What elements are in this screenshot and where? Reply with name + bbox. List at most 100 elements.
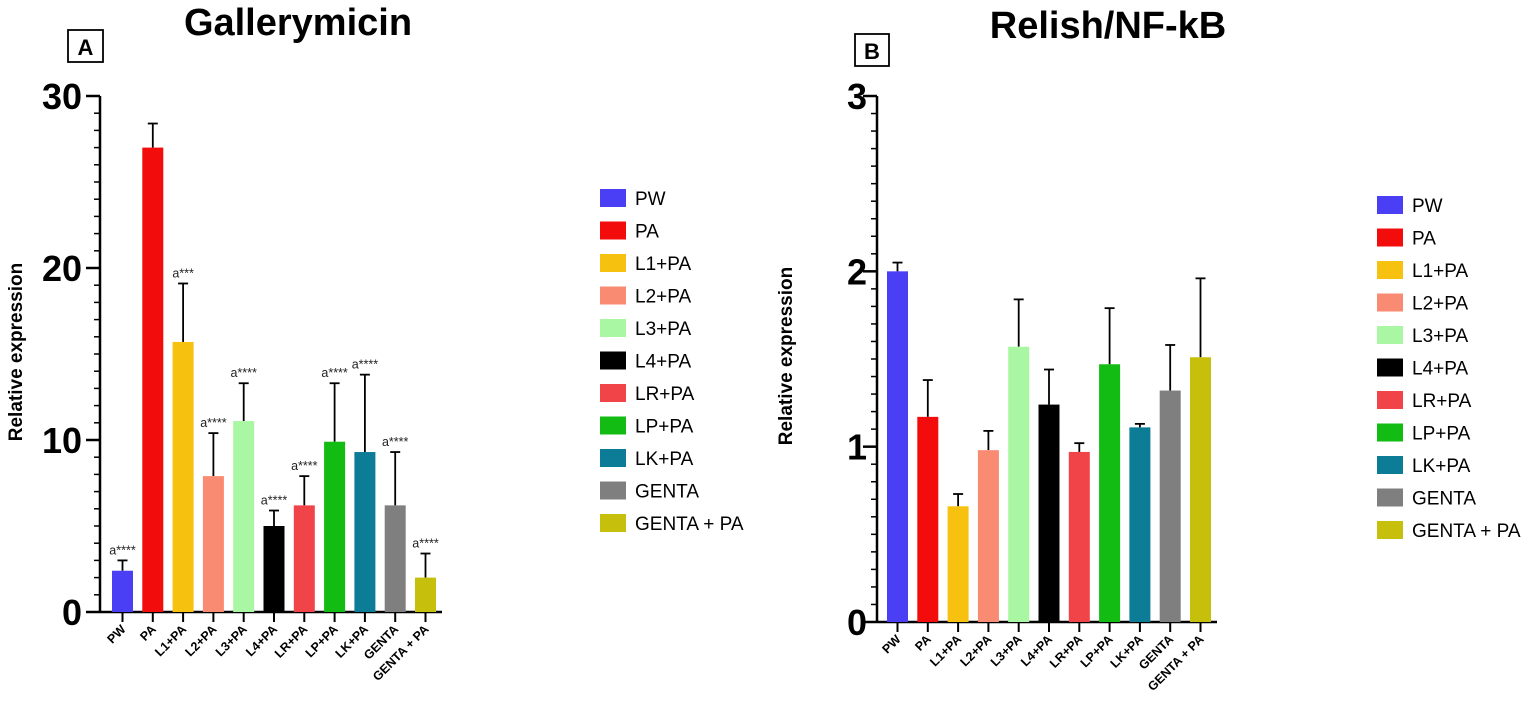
legend-swatch — [600, 514, 626, 532]
legend-swatch — [1377, 456, 1403, 474]
bar-lp-pa — [324, 441, 346, 612]
bar-l1-pa — [947, 506, 969, 622]
bar-genta — [1159, 390, 1181, 622]
x-tick-label: LR+PA — [272, 622, 310, 660]
x-tick-label: L3+PA — [213, 622, 250, 659]
x-tick-label: PW — [879, 632, 903, 656]
panel-b: B Relish/NF-kB Relative expression 0 1 2 3 P… — [776, 5, 1521, 694]
x-tick-label: L1+PA — [152, 622, 189, 659]
panel-a-title: Gallerymicin — [184, 2, 412, 44]
legend-swatch — [1377, 423, 1403, 442]
bar-l4-pa — [1038, 404, 1060, 622]
x-tick-label: LR+PA — [1047, 632, 1085, 670]
bar-lk-pa — [354, 452, 376, 612]
legend-swatch — [600, 449, 626, 467]
x-tick-label: PA — [137, 622, 159, 644]
bar-l4-pa — [263, 526, 285, 612]
legend-label: LK+PA — [1412, 456, 1471, 477]
significance-label: a**** — [109, 543, 136, 557]
legend-label: PA — [635, 222, 659, 243]
legend-swatch — [600, 319, 626, 337]
y-tick-label: 2 — [847, 251, 867, 292]
legend-label: L4+PA — [1412, 359, 1468, 380]
panel-b-legend: PW PA L1+PA L2+PA L3+PA L4+PA LR+PA LP+PA LK+PA G… — [1377, 196, 1521, 542]
y-tick-label: 0 — [62, 592, 82, 633]
legend-label: L3+PA — [1412, 326, 1468, 347]
legend-label: GENTA — [635, 482, 699, 503]
bar-lk-pa — [1129, 427, 1151, 622]
legend-label: LR+PA — [635, 384, 695, 405]
bar-lr-pa — [1068, 451, 1090, 622]
legend-label: LP+PA — [635, 417, 694, 438]
x-tick-label: L3+PA — [988, 632, 1025, 669]
legend-swatch — [1377, 261, 1403, 279]
legend-swatch — [1377, 196, 1403, 214]
legend-label: PA — [1412, 229, 1436, 250]
x-tick-label: L1+PA — [927, 632, 964, 669]
y-tick-label: 1 — [847, 427, 867, 468]
bar-lp-pa — [1099, 364, 1121, 622]
panel-b-ylabel: Relative expression — [776, 267, 797, 445]
legend-label: LP+PA — [1412, 424, 1471, 445]
bar-lr-pa — [293, 505, 315, 612]
significance-label: a**** — [230, 366, 257, 380]
legend-swatch — [1377, 326, 1403, 344]
x-tick-label: PA — [912, 632, 934, 654]
significance-label: a*** — [172, 266, 194, 280]
significance-label: a**** — [321, 366, 348, 380]
significance-label: a**** — [291, 459, 318, 473]
significance-label: a**** — [261, 494, 288, 508]
panel-a-tag: A — [78, 35, 94, 60]
panel-b-title: Relish/NF-kB — [990, 5, 1226, 47]
legend-swatch — [1377, 488, 1403, 507]
significance-label: a**** — [382, 435, 409, 449]
bar-genta-pa — [415, 577, 436, 612]
significance-label: a**** — [352, 358, 379, 372]
significance-label: a**** — [412, 537, 439, 551]
panel-a-legend: PW PA L1+PA L2+PA L3+PA L4+PA LR+PA LP+PA LK+PA G… — [600, 189, 744, 535]
legend-label: L2+PA — [1412, 294, 1468, 315]
panel-a: A Gallerymicin Relative expression 0 10 20… — [6, 2, 744, 684]
bar-pa — [917, 416, 939, 622]
legend-swatch — [600, 481, 626, 500]
significance-label: a**** — [200, 416, 227, 430]
legend-label: L4+PA — [635, 352, 691, 373]
legend-label: L1+PA — [635, 254, 691, 275]
x-tick-label: PW — [104, 622, 128, 646]
panel-a-tag-box — [67, 29, 104, 63]
y-tick-label: 20 — [42, 248, 82, 289]
bar-l3-pa — [233, 421, 255, 612]
panel-b-tag: B — [864, 39, 880, 64]
legend-label: GENTA — [1412, 489, 1476, 510]
legend-swatch — [600, 189, 626, 207]
legend-label: LR+PA — [1412, 391, 1472, 412]
legend-swatch — [600, 286, 626, 305]
y-tick-label: 0 — [847, 602, 867, 643]
legend-label: L2+PA — [635, 287, 691, 308]
bar-l2-pa — [977, 450, 999, 622]
bar-l2-pa — [202, 476, 224, 612]
bar-pw — [887, 271, 908, 622]
legend-swatch — [1377, 293, 1403, 312]
panel-b-tag-box — [854, 33, 890, 67]
panel-a-ylabel: Relative expression — [6, 263, 27, 441]
legend-label: PW — [1412, 196, 1443, 217]
bar-genta — [384, 505, 406, 612]
legend-swatch — [600, 416, 626, 435]
legend-swatch — [600, 221, 626, 240]
legend-label: GENTA + PA — [1412, 521, 1521, 542]
x-tick-label: L2+PA — [183, 622, 220, 659]
legend-swatch — [600, 254, 626, 272]
bar-pa — [142, 147, 164, 612]
legend-label: LK+PA — [635, 449, 694, 470]
bar-l1-pa — [172, 341, 194, 612]
legend-label: L1+PA — [1412, 261, 1468, 282]
bar-pw — [112, 570, 133, 612]
y-tick-label: 3 — [847, 76, 867, 117]
legend-swatch — [600, 384, 626, 402]
bar-genta-pa — [1190, 357, 1211, 622]
legend-label: L3+PA — [635, 319, 691, 340]
